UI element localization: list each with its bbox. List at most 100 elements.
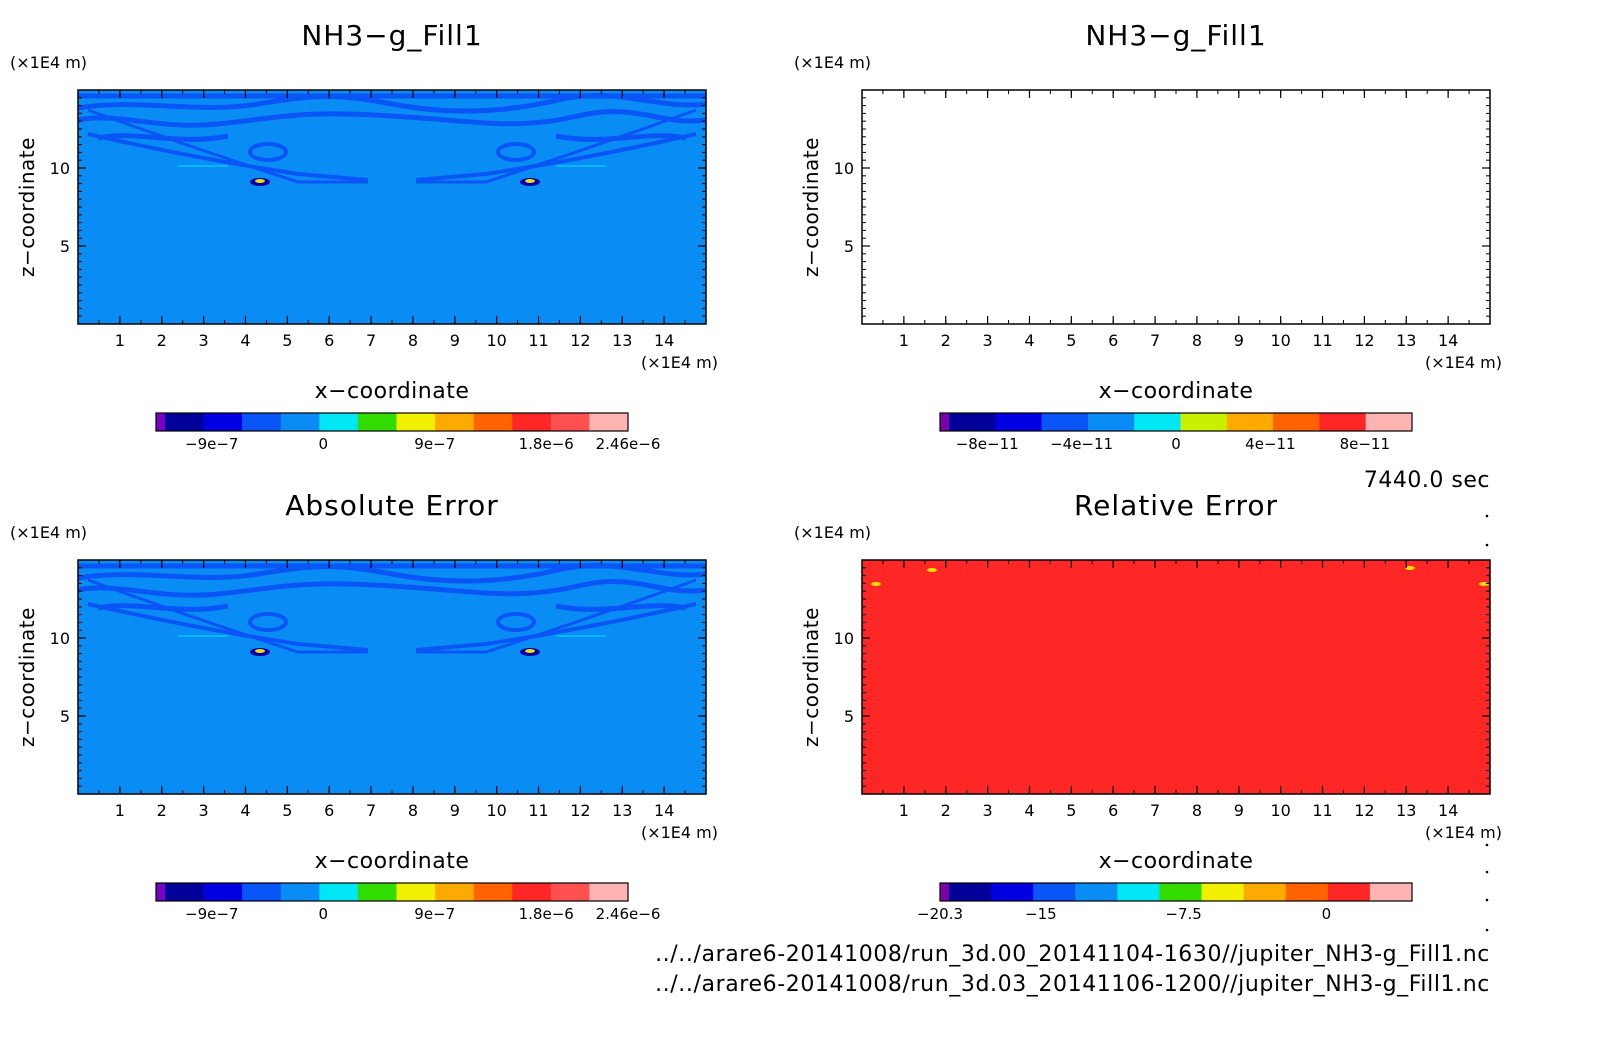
x-tick-label: 7	[1150, 331, 1160, 350]
colorbar-tick-label: −9e−7	[185, 435, 238, 453]
x-unit-label: (×1E4 m)	[641, 823, 718, 842]
colorbar-swatch	[242, 883, 282, 901]
panel-title: Absolute Error	[285, 489, 499, 522]
colorbar-tick-label: 1.8e−6	[519, 905, 574, 923]
x-tick-label: 4	[1024, 331, 1034, 350]
colorbar-swatch	[203, 413, 243, 431]
colorbar-swatch	[1041, 413, 1089, 431]
contour-blob	[496, 612, 536, 632]
colorbar-swatch	[242, 413, 282, 431]
x-tick-label: 14	[654, 801, 674, 820]
colorbar-swatch	[1180, 413, 1228, 431]
x-tick-label: 10	[1270, 801, 1290, 820]
colorbar-tick-label: −9e−7	[185, 905, 238, 923]
x-unit-label: (×1E4 m)	[641, 353, 718, 372]
colorbar-swatch	[1117, 883, 1160, 901]
colorbar-swatch	[1365, 413, 1413, 431]
y-tick-label: 10	[834, 629, 854, 648]
colorbar-tick-label: 0	[318, 905, 328, 923]
colorbar-swatch	[991, 883, 1034, 901]
x-tick-label: 13	[612, 801, 632, 820]
contour-band	[416, 578, 697, 654]
y-tick-label: 10	[50, 159, 70, 178]
colorbar-swatch	[1226, 413, 1274, 431]
x-tick-label: 3	[983, 801, 993, 820]
x-tick-label: 2	[157, 331, 167, 350]
y-tick-label: 5	[844, 707, 854, 726]
x-tick-label: 12	[570, 331, 590, 350]
panel-title: NH3−g_Fill1	[1085, 19, 1266, 52]
y-axis-label: z−coordinate	[799, 607, 823, 747]
x-tick-label: 14	[1438, 801, 1458, 820]
colorbar-swatch	[1033, 883, 1076, 901]
x-tick-label: 3	[983, 331, 993, 350]
x-tick-label: 9	[450, 331, 460, 350]
colorbar-swatch	[512, 413, 552, 431]
colorbar-swatch	[203, 883, 243, 901]
colorbar-tick-label: 2.46e−6	[596, 905, 661, 923]
colorbar-swatch	[1369, 883, 1413, 901]
colorbar-swatch	[1159, 883, 1203, 901]
hotspot-peak	[255, 649, 265, 653]
x-tick-label: 6	[1108, 331, 1118, 350]
x-tick-label: 9	[1234, 331, 1244, 350]
y-unit-label: (×1E4 m)	[794, 53, 871, 72]
contour-band	[77, 93, 707, 114]
colorbar-swatch	[550, 413, 590, 431]
x-tick-label: 13	[1396, 331, 1416, 350]
margin-dot	[1485, 898, 1489, 902]
margin-dot	[1485, 543, 1489, 547]
x-tick-label: 11	[528, 801, 548, 820]
colorbar-swatch	[165, 883, 205, 901]
x-tick-label: 13	[1396, 801, 1416, 820]
contour-blob	[496, 142, 536, 162]
colorbar-tick-label: −4e−11	[1050, 435, 1113, 453]
x-tick-label: 2	[941, 801, 951, 820]
x-tick-label: 9	[1234, 801, 1244, 820]
x-axis-label: x−coordinate	[315, 379, 470, 404]
colorbar-swatch	[1201, 883, 1245, 901]
colorbar-swatch	[319, 883, 359, 901]
colorbar-swatch	[589, 883, 629, 901]
colorbar-frame	[155, 412, 629, 432]
colorbar-swatch	[550, 883, 590, 901]
colorbar-swatch	[1075, 883, 1118, 901]
panel-title: NH3−g_Fill1	[301, 19, 482, 52]
x-tick-label: 6	[324, 331, 334, 350]
x-tick-label: 9	[450, 801, 460, 820]
contour-blob	[248, 612, 288, 632]
contour-band	[77, 579, 707, 598]
time-label: 7440.0 sec	[1363, 468, 1490, 493]
margin-dot	[1485, 514, 1489, 518]
colorbar-swatch	[473, 413, 513, 431]
contour-band	[77, 563, 707, 584]
colorbar-tick-label: 9e−7	[414, 905, 455, 923]
contour-band	[87, 578, 368, 654]
contour-band	[87, 108, 368, 184]
x-tick-label: 10	[1270, 331, 1290, 350]
colorbar-swatch	[396, 883, 436, 901]
error-spot	[1405, 566, 1415, 570]
hotspot-peak	[255, 179, 265, 183]
x-tick-label: 1	[899, 331, 909, 350]
colorbar-tick-label: 2.46e−6	[596, 435, 661, 453]
x-tick-label: 8	[1192, 801, 1202, 820]
y-unit-label: (×1E4 m)	[10, 53, 87, 72]
x-tick-label: 10	[486, 331, 506, 350]
colorbar-tick-label: −8e−11	[956, 435, 1019, 453]
x-tick-label: 4	[240, 331, 250, 350]
x-tick-label: 8	[408, 801, 418, 820]
x-tick-label: 1	[115, 801, 125, 820]
plot-area	[862, 560, 1490, 794]
colorbar-tick-label: −7.5	[1165, 905, 1201, 923]
contour-band	[87, 602, 369, 652]
x-axis-label: x−coordinate	[315, 849, 470, 874]
source-file-1: ../../arare6-20141008/run_3d.00_20141104…	[655, 942, 1490, 967]
y-unit-label: (×1E4 m)	[794, 523, 871, 542]
y-tick-label: 5	[60, 707, 70, 726]
x-tick-label: 7	[366, 331, 376, 350]
colorbar-swatch	[1134, 413, 1181, 431]
x-tick-label: 13	[612, 331, 632, 350]
source-file-2: ../../arare6-20141008/run_3d.03_20141106…	[655, 972, 1490, 997]
x-tick-label: 1	[899, 801, 909, 820]
